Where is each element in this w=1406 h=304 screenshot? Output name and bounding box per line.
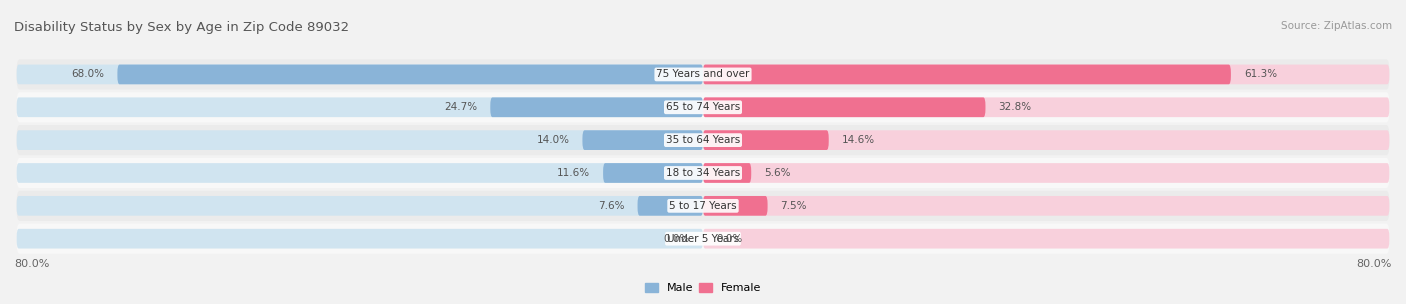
- Text: 68.0%: 68.0%: [72, 69, 104, 79]
- Text: 35 to 64 Years: 35 to 64 Years: [666, 135, 740, 145]
- FancyBboxPatch shape: [17, 125, 1389, 155]
- Text: 14.6%: 14.6%: [842, 135, 875, 145]
- FancyBboxPatch shape: [17, 223, 1389, 254]
- FancyBboxPatch shape: [703, 196, 768, 216]
- Text: 0.0%: 0.0%: [664, 234, 690, 244]
- FancyBboxPatch shape: [703, 64, 1230, 84]
- Text: Disability Status by Sex by Age in Zip Code 89032: Disability Status by Sex by Age in Zip C…: [14, 21, 349, 34]
- FancyBboxPatch shape: [703, 163, 751, 183]
- Text: 5.6%: 5.6%: [763, 168, 790, 178]
- Text: 65 to 74 Years: 65 to 74 Years: [666, 102, 740, 112]
- Text: 75 Years and over: 75 Years and over: [657, 69, 749, 79]
- FancyBboxPatch shape: [17, 229, 703, 249]
- FancyBboxPatch shape: [17, 163, 703, 183]
- Text: 24.7%: 24.7%: [444, 102, 478, 112]
- FancyBboxPatch shape: [703, 130, 828, 150]
- FancyBboxPatch shape: [603, 163, 703, 183]
- FancyBboxPatch shape: [17, 97, 703, 117]
- FancyBboxPatch shape: [17, 59, 1389, 90]
- Text: 32.8%: 32.8%: [998, 102, 1032, 112]
- FancyBboxPatch shape: [703, 130, 1389, 150]
- Text: Under 5 Years: Under 5 Years: [666, 234, 740, 244]
- FancyBboxPatch shape: [703, 163, 1389, 183]
- FancyBboxPatch shape: [703, 196, 1389, 216]
- FancyBboxPatch shape: [17, 158, 1389, 188]
- FancyBboxPatch shape: [703, 97, 986, 117]
- FancyBboxPatch shape: [17, 191, 1389, 221]
- Text: 80.0%: 80.0%: [1357, 259, 1392, 269]
- FancyBboxPatch shape: [17, 196, 703, 216]
- FancyBboxPatch shape: [637, 196, 703, 216]
- Text: 7.5%: 7.5%: [780, 201, 807, 211]
- FancyBboxPatch shape: [17, 130, 703, 150]
- FancyBboxPatch shape: [703, 229, 1389, 249]
- FancyBboxPatch shape: [703, 97, 1389, 117]
- FancyBboxPatch shape: [117, 64, 703, 84]
- Text: 11.6%: 11.6%: [557, 168, 591, 178]
- Text: 14.0%: 14.0%: [537, 135, 569, 145]
- Text: 5 to 17 Years: 5 to 17 Years: [669, 201, 737, 211]
- Text: 61.3%: 61.3%: [1244, 69, 1277, 79]
- FancyBboxPatch shape: [17, 92, 1389, 123]
- Text: 80.0%: 80.0%: [14, 259, 49, 269]
- FancyBboxPatch shape: [491, 97, 703, 117]
- FancyBboxPatch shape: [703, 64, 1389, 84]
- Text: 18 to 34 Years: 18 to 34 Years: [666, 168, 740, 178]
- Text: 7.6%: 7.6%: [598, 201, 624, 211]
- Legend: Male, Female: Male, Female: [640, 278, 766, 298]
- Text: Source: ZipAtlas.com: Source: ZipAtlas.com: [1281, 21, 1392, 31]
- FancyBboxPatch shape: [17, 64, 703, 84]
- FancyBboxPatch shape: [582, 130, 703, 150]
- Text: 0.0%: 0.0%: [716, 234, 742, 244]
